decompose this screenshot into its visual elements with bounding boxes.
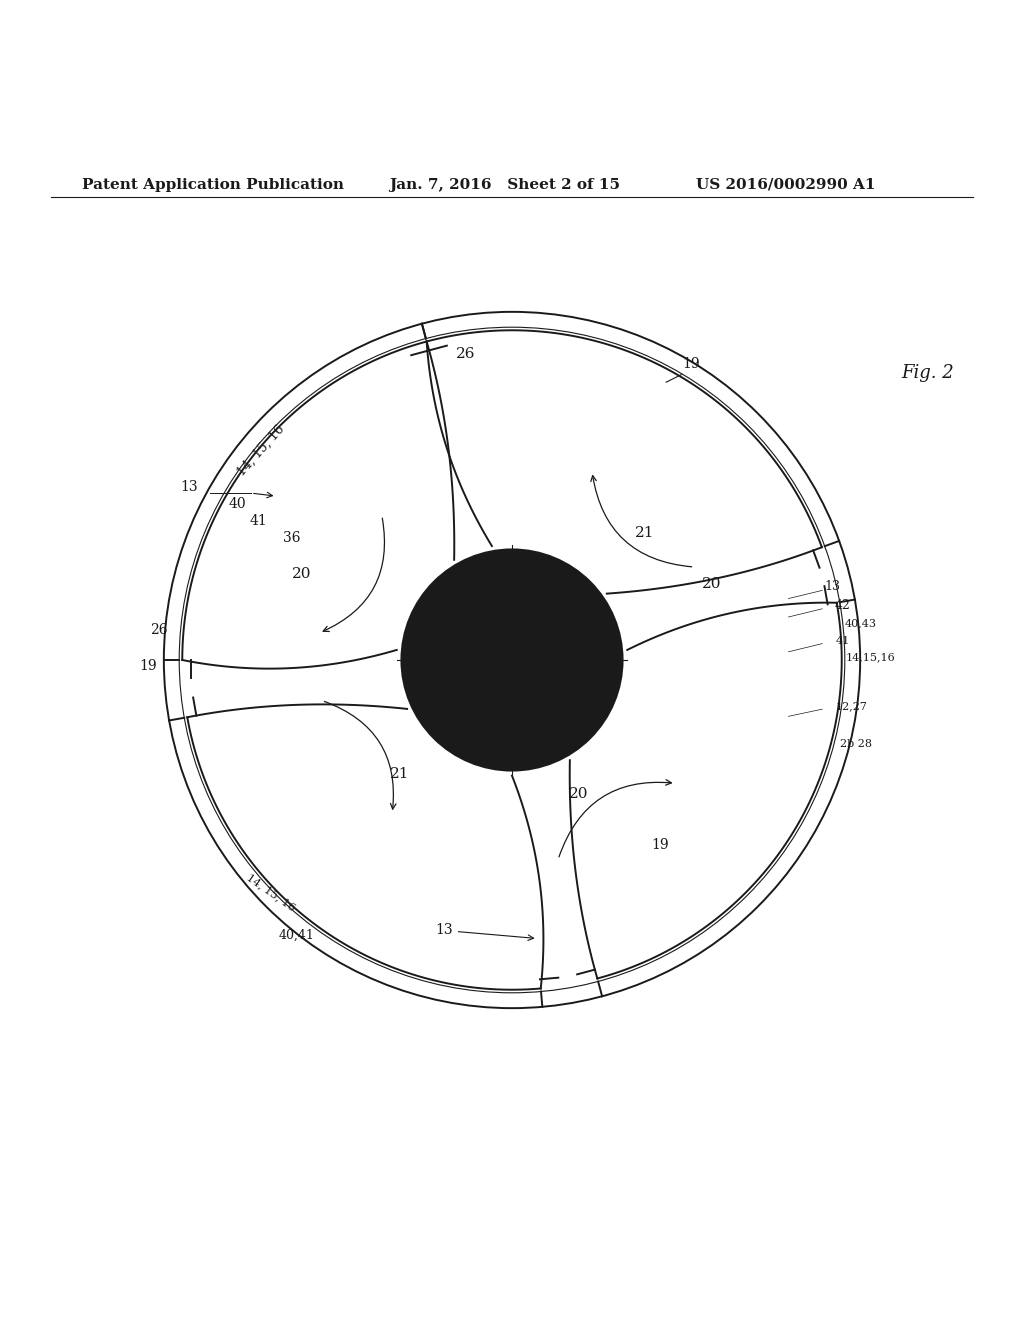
Text: 20: 20 <box>701 577 722 591</box>
Circle shape <box>527 564 562 599</box>
Circle shape <box>573 675 608 710</box>
Circle shape <box>467 615 557 705</box>
Text: 12,27: 12,27 <box>836 701 867 711</box>
Text: 26: 26 <box>150 623 168 638</box>
Text: 42: 42 <box>835 599 851 611</box>
Text: 26: 26 <box>456 347 476 360</box>
Text: 19: 19 <box>651 838 670 853</box>
Text: US 2016/0002990 A1: US 2016/0002990 A1 <box>696 178 876 191</box>
Text: 40: 40 <box>228 498 247 511</box>
Text: 20: 20 <box>568 787 589 801</box>
Text: 13: 13 <box>435 924 534 940</box>
Text: 21: 21 <box>389 767 410 780</box>
Circle shape <box>411 558 613 762</box>
Text: Jan. 7, 2016   Sheet 2 of 15: Jan. 7, 2016 Sheet 2 of 15 <box>389 178 621 191</box>
Text: 36: 36 <box>283 531 301 545</box>
Text: 40,41: 40,41 <box>279 928 315 941</box>
Circle shape <box>527 721 562 756</box>
Circle shape <box>462 564 497 599</box>
Text: 14, 15, 16: 14, 15, 16 <box>234 422 288 479</box>
Text: 21: 21 <box>635 527 655 540</box>
Text: 41: 41 <box>249 513 267 528</box>
Text: 14,15,16: 14,15,16 <box>846 652 896 663</box>
Text: 2b 28: 2b 28 <box>840 739 871 748</box>
Text: Fig. 2: Fig. 2 <box>901 364 954 383</box>
Circle shape <box>401 549 623 771</box>
Text: 40,43: 40,43 <box>845 618 877 628</box>
Circle shape <box>573 610 608 645</box>
Text: 14, 15, 16: 14, 15, 16 <box>246 873 297 913</box>
Text: Patent Application Publication: Patent Application Publication <box>82 178 344 191</box>
Text: 41: 41 <box>836 636 850 645</box>
Text: 19: 19 <box>139 659 158 673</box>
Circle shape <box>416 675 451 710</box>
Circle shape <box>416 610 451 645</box>
Text: 13: 13 <box>180 480 199 494</box>
Text: 55: 55 <box>539 576 557 589</box>
Circle shape <box>490 639 534 681</box>
Text: 20: 20 <box>292 568 312 581</box>
Circle shape <box>505 653 519 667</box>
Text: 19: 19 <box>682 358 700 371</box>
Circle shape <box>459 607 565 713</box>
Text: 13: 13 <box>824 581 841 594</box>
Circle shape <box>462 721 497 756</box>
